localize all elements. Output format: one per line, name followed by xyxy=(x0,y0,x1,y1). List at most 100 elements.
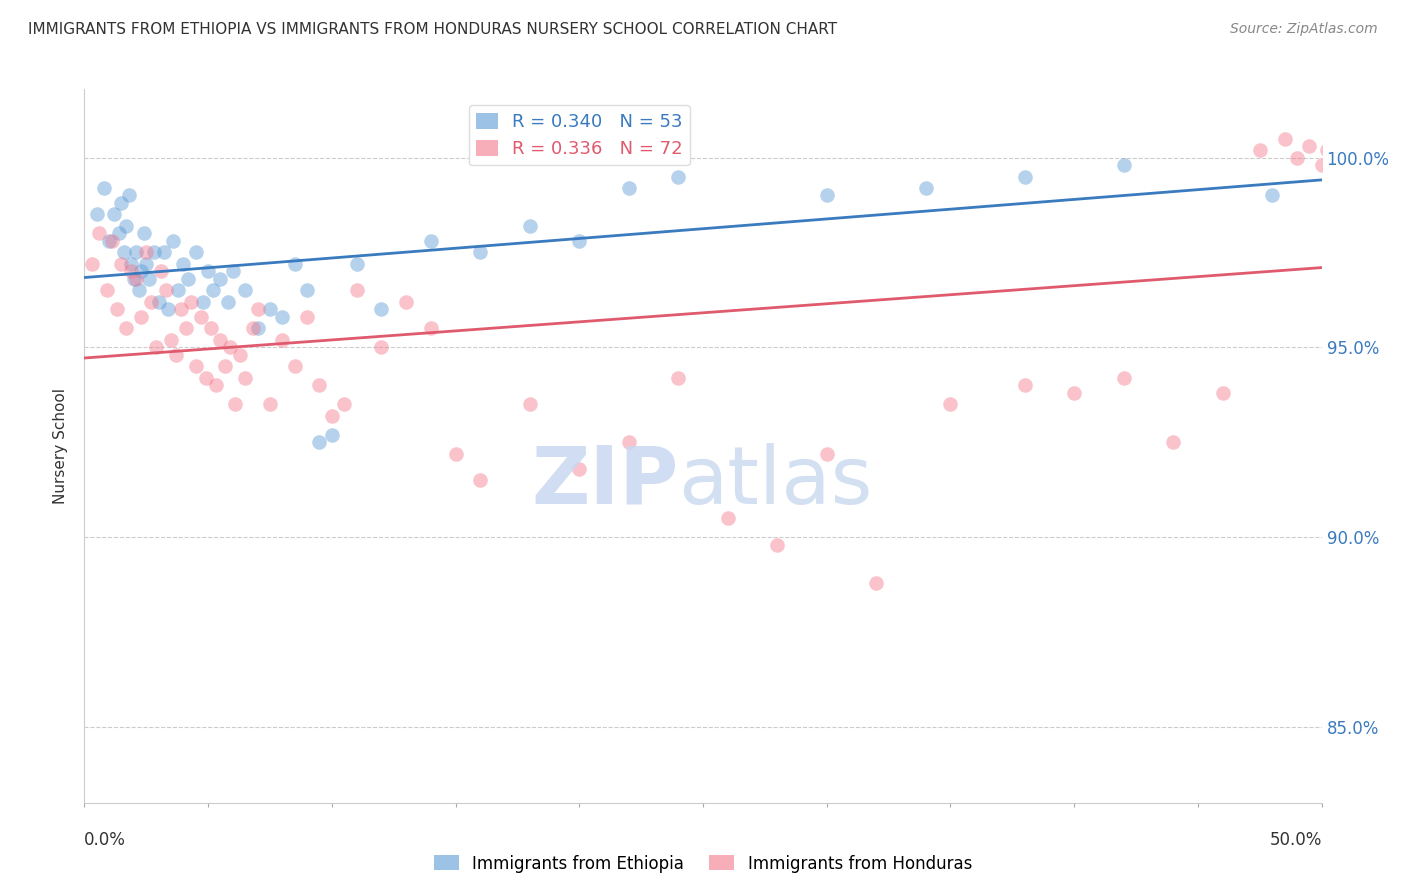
Point xyxy=(98,234,121,248)
Point xyxy=(170,302,193,317)
Point xyxy=(419,321,441,335)
Point xyxy=(155,284,177,298)
Point xyxy=(194,370,217,384)
Point xyxy=(1336,181,1358,195)
Point xyxy=(321,409,343,423)
Point xyxy=(120,264,142,278)
Text: Source: ZipAtlas.com: Source: ZipAtlas.com xyxy=(1230,22,1378,37)
Point xyxy=(115,219,138,233)
Point xyxy=(295,284,318,298)
Point xyxy=(308,435,330,450)
Point xyxy=(165,348,187,362)
Point xyxy=(1249,143,1271,157)
Point xyxy=(321,427,343,442)
Point xyxy=(1285,151,1308,165)
Point xyxy=(217,294,239,309)
Point xyxy=(470,245,492,260)
Point xyxy=(295,310,318,324)
Point xyxy=(129,264,152,278)
Point xyxy=(1347,131,1369,145)
Point xyxy=(308,378,330,392)
Point xyxy=(1014,378,1036,392)
Point xyxy=(233,284,256,298)
Point xyxy=(190,310,212,324)
Point xyxy=(1372,143,1395,157)
Point xyxy=(89,227,111,241)
Point xyxy=(370,302,392,317)
Point xyxy=(1063,385,1085,400)
Text: IMMIGRANTS FROM ETHIOPIA VS IMMIGRANTS FROM HONDURAS NURSERY SCHOOL CORRELATION : IMMIGRANTS FROM ETHIOPIA VS IMMIGRANTS F… xyxy=(28,22,837,37)
Point xyxy=(568,462,591,476)
Point xyxy=(1261,188,1284,202)
Legend: Immigrants from Ethiopia, Immigrants from Honduras: Immigrants from Ethiopia, Immigrants fro… xyxy=(427,848,979,880)
Point xyxy=(180,294,202,309)
Point xyxy=(100,234,122,248)
Point xyxy=(568,234,591,248)
Point xyxy=(138,272,160,286)
Point xyxy=(222,264,245,278)
Point xyxy=(174,321,197,335)
Point xyxy=(115,321,138,335)
Point xyxy=(132,227,155,241)
Point xyxy=(271,310,294,324)
Y-axis label: Nursery School: Nursery School xyxy=(53,388,69,504)
Point xyxy=(346,284,368,298)
Point xyxy=(666,169,689,184)
Point xyxy=(135,245,157,260)
Point xyxy=(150,264,173,278)
Point xyxy=(105,302,128,317)
Point xyxy=(259,397,281,411)
Point xyxy=(152,245,174,260)
Point xyxy=(939,397,962,411)
Point xyxy=(1274,131,1296,145)
Point xyxy=(129,310,152,324)
Point xyxy=(1360,158,1382,172)
Point xyxy=(815,447,838,461)
Point xyxy=(204,378,226,392)
Point xyxy=(224,397,246,411)
Point xyxy=(80,257,103,271)
Point xyxy=(284,359,307,374)
Point xyxy=(233,370,256,384)
Point xyxy=(135,257,157,271)
Point xyxy=(209,333,232,347)
Point xyxy=(259,302,281,317)
Point xyxy=(519,219,541,233)
Point xyxy=(1310,158,1333,172)
Point xyxy=(346,257,368,271)
Point xyxy=(395,294,418,309)
Point xyxy=(370,340,392,354)
Point xyxy=(1112,370,1135,384)
Point xyxy=(229,348,252,362)
Point xyxy=(419,234,441,248)
Point xyxy=(177,272,200,286)
Point xyxy=(128,284,150,298)
Point xyxy=(125,272,148,286)
Point xyxy=(1330,151,1353,165)
Text: 50.0%: 50.0% xyxy=(1270,831,1322,849)
Legend: R = 0.340   N = 53, R = 0.336   N = 72: R = 0.340 N = 53, R = 0.336 N = 72 xyxy=(468,105,690,165)
Point xyxy=(271,333,294,347)
Point xyxy=(1161,435,1184,450)
Point xyxy=(1298,139,1320,153)
Point xyxy=(617,435,640,450)
Point xyxy=(219,340,242,354)
Point xyxy=(110,196,132,211)
Point xyxy=(914,181,936,195)
Point xyxy=(103,207,125,221)
Point xyxy=(246,321,269,335)
Point xyxy=(122,272,145,286)
Text: atlas: atlas xyxy=(678,442,873,521)
Point xyxy=(1316,143,1339,157)
Point xyxy=(108,227,131,241)
Point xyxy=(815,188,838,202)
Point xyxy=(717,511,740,525)
Point xyxy=(148,294,170,309)
Point xyxy=(141,294,163,309)
Point xyxy=(242,321,264,335)
Point xyxy=(96,284,118,298)
Point xyxy=(1323,169,1346,184)
Point xyxy=(86,207,108,221)
Point xyxy=(1112,158,1135,172)
Point xyxy=(284,257,307,271)
